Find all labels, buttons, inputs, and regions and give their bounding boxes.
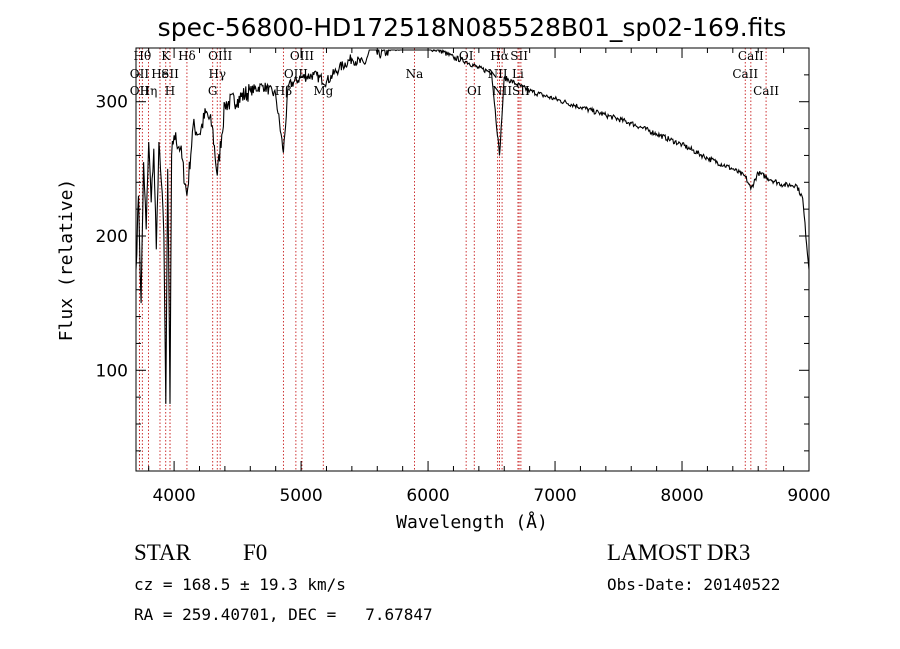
line-marker-label-2: OII bbox=[130, 84, 150, 98]
object-type: STAR bbox=[134, 540, 192, 565]
line-marker-label-20: Hα bbox=[490, 49, 509, 63]
line-marker-label-3: Hη bbox=[140, 84, 158, 98]
line-marker-label-9: G bbox=[208, 84, 218, 98]
line-marker-label-1: OII bbox=[130, 67, 150, 81]
line-marker-label-18: OI bbox=[467, 84, 482, 98]
line-marker-label-23: SII bbox=[510, 49, 528, 63]
spectral-subclass: F0 bbox=[243, 540, 267, 565]
x-tick-label-5000: 5000 bbox=[279, 486, 322, 506]
spectrum-series-line bbox=[135, 48, 810, 404]
line-marker-label-7: H bbox=[165, 84, 175, 98]
line-marker-label-15: Mg bbox=[313, 84, 333, 98]
x-tick-label-6000: 6000 bbox=[406, 486, 449, 506]
line-marker-label-0: Hθ bbox=[133, 49, 151, 63]
line-marker-label-22: Li bbox=[512, 67, 524, 81]
line-marker-label-12: Hβ bbox=[275, 84, 292, 98]
chart-title: spec-56800-HD172518N085528B01_sp02-169.f… bbox=[158, 13, 787, 42]
line-marker-label-25: CaII bbox=[732, 67, 758, 81]
line-marker-label-21: NII bbox=[492, 84, 512, 98]
survey-name: LAMOST DR3 bbox=[607, 540, 750, 565]
line-markers bbox=[138, 48, 767, 471]
line-marker-label-4: He bbox=[151, 67, 169, 81]
line-marker-label-6: SII bbox=[161, 67, 179, 81]
redshift-velocity: cz = 168.5 ± 19.3 km/s bbox=[134, 575, 346, 594]
sky-coordinates: RA = 259.40701, DEC = 7.67847 bbox=[134, 605, 433, 624]
x-tick-label-4000: 4000 bbox=[152, 486, 195, 506]
observation-date: Obs-Date: 20140522 bbox=[607, 575, 780, 594]
y-axis-label: Flux (relative) bbox=[56, 179, 77, 342]
y-axis-ticks: 100 200 300 bbox=[96, 47, 809, 452]
plot-frame bbox=[135, 47, 810, 472]
y-tick-label-300: 300 bbox=[96, 93, 128, 113]
line-marker-label-16: Na bbox=[406, 67, 424, 81]
line-marker-label-19: NII bbox=[488, 67, 508, 81]
x-axis-label: Wavelength (Å) bbox=[396, 511, 548, 533]
x-axis-ticks: 4000 5000 6000 7000 8000 9000 bbox=[148, 48, 831, 506]
line-marker-label-14: OIII bbox=[290, 49, 314, 63]
line-marker-label-5: K bbox=[161, 49, 171, 63]
x-tick-label-9000: 9000 bbox=[787, 486, 830, 506]
line-marker-label-27: CaII bbox=[753, 84, 779, 98]
line-marker-label-26: CaII bbox=[738, 49, 764, 63]
line-marker-label-10: Hγ bbox=[208, 67, 226, 81]
y-tick-label-100: 100 bbox=[96, 361, 128, 381]
line-marker-label-8: Hδ bbox=[178, 49, 196, 63]
x-tick-label-8000: 8000 bbox=[660, 486, 703, 506]
y-tick-label-200: 200 bbox=[96, 227, 128, 247]
line-marker-label-11: OIII bbox=[208, 49, 232, 63]
x-tick-label-7000: 7000 bbox=[533, 486, 576, 506]
